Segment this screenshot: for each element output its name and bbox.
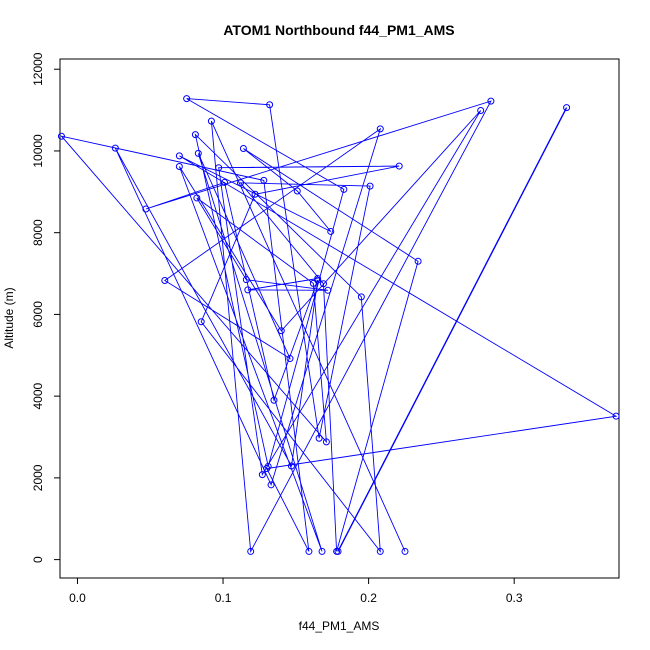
data-point — [242, 276, 250, 284]
data-point — [183, 95, 191, 103]
data-point — [267, 481, 275, 489]
series-layer — [57, 95, 620, 555]
data-point — [340, 185, 348, 193]
x-axis: 0.0 0.1 0.2 0.3 — [69, 577, 523, 605]
y-tick-label: 12000 — [31, 52, 45, 86]
x-tick-label: 0.0 — [69, 591, 86, 605]
data-point — [263, 464, 271, 472]
data-point — [324, 286, 332, 294]
y-axis: 0 2000 4000 6000 8000 10000 12000 — [31, 52, 61, 563]
data-point — [277, 327, 285, 335]
data-point — [327, 227, 335, 235]
data-point — [247, 547, 255, 555]
data-point — [563, 104, 571, 112]
x-tick-label: 0.1 — [215, 591, 232, 605]
data-point — [161, 276, 169, 284]
x-tick-label: 0.3 — [506, 591, 523, 605]
data-point — [193, 194, 201, 202]
data-point — [57, 132, 65, 140]
data-point — [175, 152, 183, 160]
data-point — [270, 396, 278, 404]
y-tick-label: 6000 — [31, 301, 45, 328]
data-point — [612, 412, 620, 420]
data-point — [287, 462, 295, 470]
data-point — [175, 162, 183, 170]
data-point — [266, 101, 274, 109]
data-point — [286, 355, 294, 363]
data-point — [395, 162, 403, 170]
data-point — [376, 125, 384, 133]
data-point — [239, 144, 247, 152]
data-point — [401, 547, 409, 555]
data-point — [333, 547, 341, 555]
data-point — [244, 286, 252, 294]
data-point — [357, 293, 365, 301]
data-point — [322, 438, 330, 446]
data-point — [251, 190, 259, 198]
data-point — [414, 257, 422, 265]
data-point — [215, 164, 223, 172]
data-point — [258, 471, 266, 479]
y-axis-label: Altitude (m) — [2, 287, 16, 348]
data-point — [237, 179, 245, 187]
data-point — [264, 462, 272, 470]
data-point — [366, 182, 374, 190]
data-point — [314, 274, 322, 282]
y-tick-label: 0 — [31, 556, 45, 563]
data-point — [207, 117, 215, 125]
chart-title: ATOM1 Northbound f44_PM1_AMS — [223, 22, 454, 38]
data-point — [305, 547, 313, 555]
data-point — [197, 318, 205, 326]
data-point — [319, 280, 327, 288]
data-point — [309, 279, 317, 287]
series-line — [337, 107, 568, 552]
data-point — [111, 144, 119, 152]
data-point — [191, 131, 199, 139]
data-point — [477, 106, 485, 114]
x-axis-label: f44_PM1_AMS — [299, 619, 380, 633]
y-tick-label: 8000 — [31, 219, 45, 246]
data-point — [260, 176, 268, 184]
data-point — [318, 547, 326, 555]
y-tick-label: 4000 — [31, 382, 45, 409]
data-point — [293, 187, 301, 195]
data-point — [220, 178, 228, 186]
data-point — [194, 149, 202, 157]
data-point — [142, 205, 150, 213]
x-tick-label: 0.2 — [360, 591, 377, 605]
data-point — [315, 434, 323, 442]
plot-frame — [59, 58, 620, 579]
y-tick-label: 2000 — [31, 464, 45, 491]
y-tick-label: 10000 — [31, 134, 45, 168]
data-point — [487, 97, 495, 105]
data-point — [376, 547, 384, 555]
series-line — [60, 98, 618, 553]
